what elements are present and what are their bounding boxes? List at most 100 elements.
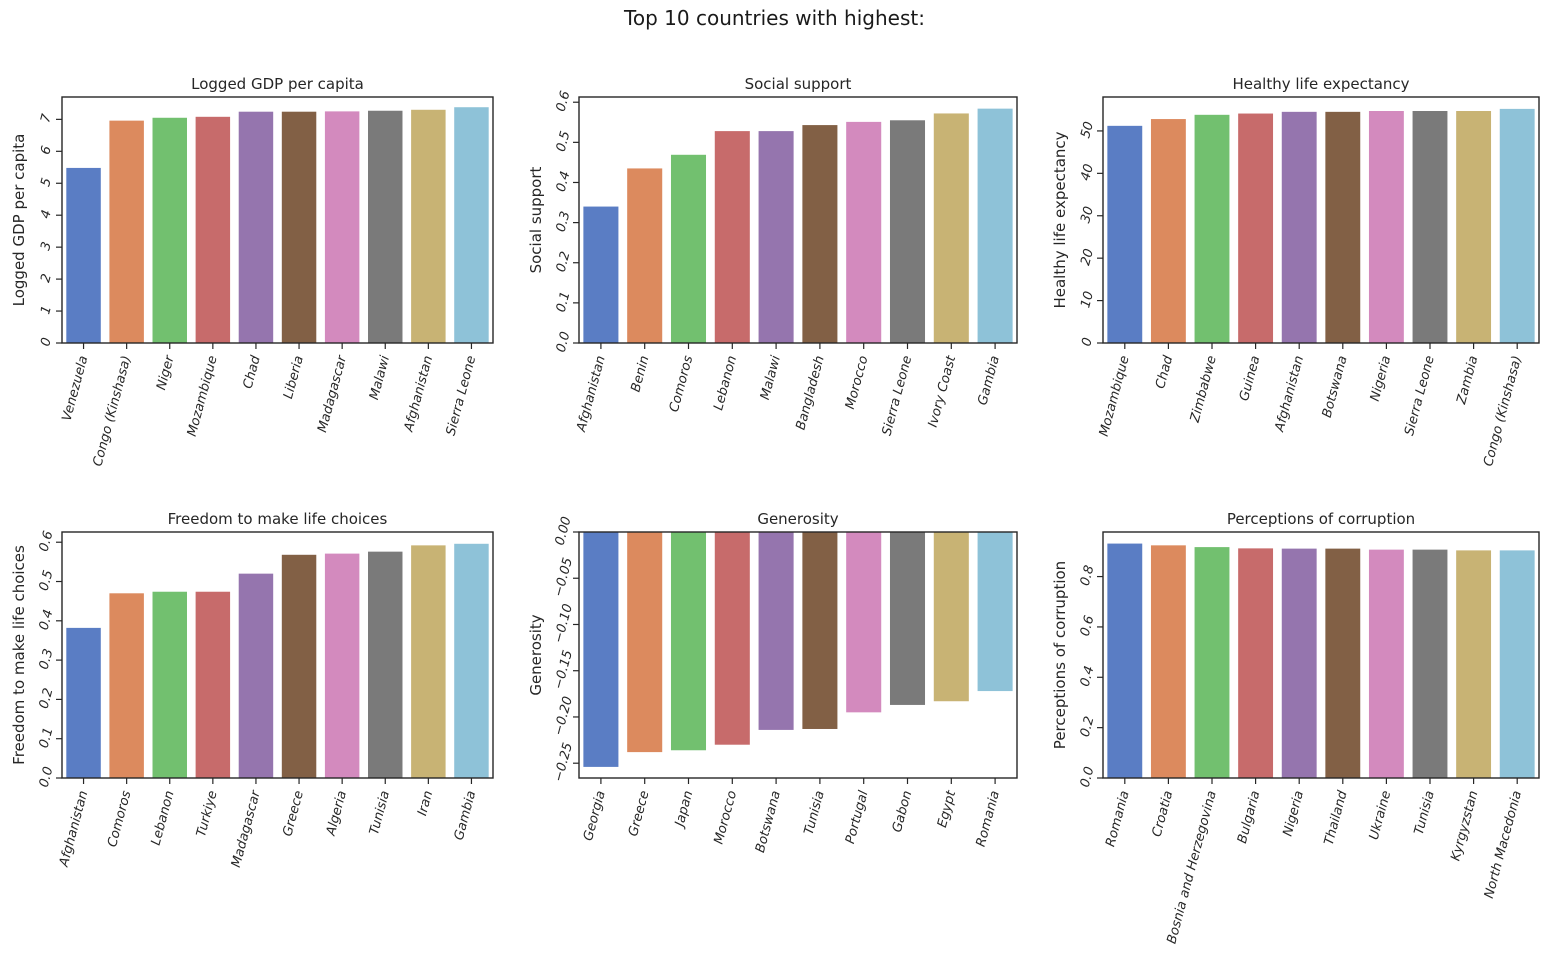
subplot-title: Healthy life expectancy xyxy=(1232,75,1409,93)
y-tick-label: 0.1 xyxy=(37,726,57,750)
subplot-title: Freedom to make life choices xyxy=(168,510,388,528)
subplot-title: Social support xyxy=(745,75,852,93)
bar-ukraine xyxy=(1368,549,1404,778)
bar-sierra-leone xyxy=(1412,111,1448,343)
y-tick-label: 0.2 xyxy=(554,250,574,274)
y-tick-label: 0.6 xyxy=(554,89,574,113)
bar-romania xyxy=(977,532,1013,692)
x-tick-label: Niger xyxy=(154,353,178,392)
y-tick-label: 7 xyxy=(38,112,55,125)
x-tick-label: Tunisia xyxy=(1412,789,1438,836)
y-axis-label: Healthy life expectancy xyxy=(1051,131,1069,308)
x-tick-label: Bulgaria xyxy=(1235,789,1263,845)
axes-frame xyxy=(578,96,1018,344)
bar-comoros xyxy=(670,154,707,343)
x-tick-label: Croatia xyxy=(1150,789,1177,838)
y-axis-label: Perceptions of corruption xyxy=(1051,561,1069,749)
x-tick-label: Madagascar xyxy=(315,353,350,435)
x-tick-label: Malawi xyxy=(367,354,393,402)
x-tick-label: Gambia xyxy=(975,354,1003,407)
x-tick-label: Lebanon xyxy=(711,354,740,412)
bar-sierra-leone xyxy=(454,107,489,343)
y-tick-label: 0.6 xyxy=(1078,614,1098,638)
y-tick-label: 0.1 xyxy=(554,290,574,314)
bar-morocco xyxy=(846,121,882,343)
y-tick-label: 40 xyxy=(1078,163,1097,183)
y-tick-label: 0.4 xyxy=(37,608,57,632)
bar-turkiye xyxy=(195,591,231,778)
x-tick-label: Chad xyxy=(241,353,264,390)
x-tick-label: Bangladesh xyxy=(794,354,828,432)
y-tick-label: 30 xyxy=(1078,205,1097,225)
bar-greece xyxy=(627,532,663,753)
y-tick-label: 0.3 xyxy=(37,647,57,671)
y-tick-label: −0.20 xyxy=(551,695,576,737)
y-tick-label: 0.5 xyxy=(554,130,574,154)
x-tick-label: Romania xyxy=(974,789,1003,848)
y-tick-label: 0.00 xyxy=(553,515,575,547)
x-tick-label: Afghanistan xyxy=(57,789,92,869)
y-tick-label: −0.25 xyxy=(551,741,576,783)
y-tick-label: 0.0 xyxy=(554,330,574,354)
bar-chad xyxy=(1150,119,1186,343)
bar-malawi xyxy=(368,110,403,344)
x-tick-label: Ukraine xyxy=(1367,789,1394,841)
x-tick-label: Liberia xyxy=(281,354,307,400)
bar-afghanistan xyxy=(411,109,446,343)
x-tick-label: Nigeria xyxy=(1281,789,1308,838)
bar-afghanistan xyxy=(1281,111,1317,343)
x-tick-label: Romania xyxy=(1103,789,1132,848)
y-tick-label: 0 xyxy=(38,336,55,348)
y-tick-label: 0.4 xyxy=(1078,664,1098,688)
y-tick-label: 6 xyxy=(38,144,55,156)
x-tick-label: Thailand xyxy=(1322,788,1351,847)
y-tick-label: 0 xyxy=(1079,336,1096,348)
x-tick-label: Algeria xyxy=(323,789,350,838)
y-axis-label: Logged GDP per capita xyxy=(10,134,28,307)
bar-romania xyxy=(1107,543,1143,778)
x-tick-label: Guinea xyxy=(1237,354,1263,402)
x-tick-label: Georgia xyxy=(581,789,609,842)
bar-gabon xyxy=(889,532,926,705)
bar-afghanistan xyxy=(66,627,101,778)
y-tick-label: 50 xyxy=(1078,120,1097,140)
x-tick-label: Mozambique xyxy=(185,354,221,438)
x-tick-label: Tunisia xyxy=(802,789,828,836)
bar-bangladesh xyxy=(802,125,838,343)
x-tick-label: Lebanon xyxy=(149,789,178,847)
x-tick-label: Gabon xyxy=(890,789,915,834)
y-tick-label: 10 xyxy=(1078,290,1097,310)
bar-bulgaria xyxy=(1238,548,1274,778)
x-tick-label: Comoros xyxy=(667,354,696,414)
y-tick-label: 2 xyxy=(38,272,55,284)
subplot-4: Freedom to make life choices Freedom to m… xyxy=(10,510,494,870)
bar-botswana xyxy=(1325,111,1361,343)
y-tick-label: 0.2 xyxy=(37,687,57,711)
subplot-title: Perceptions of corruption xyxy=(1227,510,1415,528)
bar-afghanistan xyxy=(583,206,619,343)
axes-frame xyxy=(578,531,1018,779)
bar-sierra-leone xyxy=(889,120,926,343)
x-tick-label: Morocco xyxy=(843,354,872,411)
subplot-2: Social support Social support 0.0 0.1 0.2 0.3… xyxy=(527,75,1018,437)
bar-botswana xyxy=(758,532,794,730)
bar-chad xyxy=(238,111,274,343)
x-tick-label: Botswana xyxy=(1320,354,1351,419)
x-tick-label: Malawi xyxy=(758,354,784,402)
bar-gambia xyxy=(977,108,1013,343)
bar-gambia xyxy=(454,543,489,778)
bar-mozambique xyxy=(195,116,231,343)
x-tick-label: Sierra Leone xyxy=(1402,354,1438,437)
x-tick-label: Congo (Kinshasa) xyxy=(1481,354,1525,468)
y-axis-label: Generosity xyxy=(527,614,545,695)
y-tick-label: −0.15 xyxy=(551,649,576,691)
bar-georgia xyxy=(583,532,619,767)
bar-nigeria xyxy=(1281,548,1317,778)
axes-frame xyxy=(61,96,494,344)
x-tick-label: Madagascar xyxy=(229,788,264,870)
bar-portugal xyxy=(846,532,882,713)
x-tick-label: Chad xyxy=(1153,353,1176,390)
x-tick-label: Comoros xyxy=(105,789,134,849)
bar-benin xyxy=(627,168,663,343)
axes-frame xyxy=(1102,96,1540,344)
